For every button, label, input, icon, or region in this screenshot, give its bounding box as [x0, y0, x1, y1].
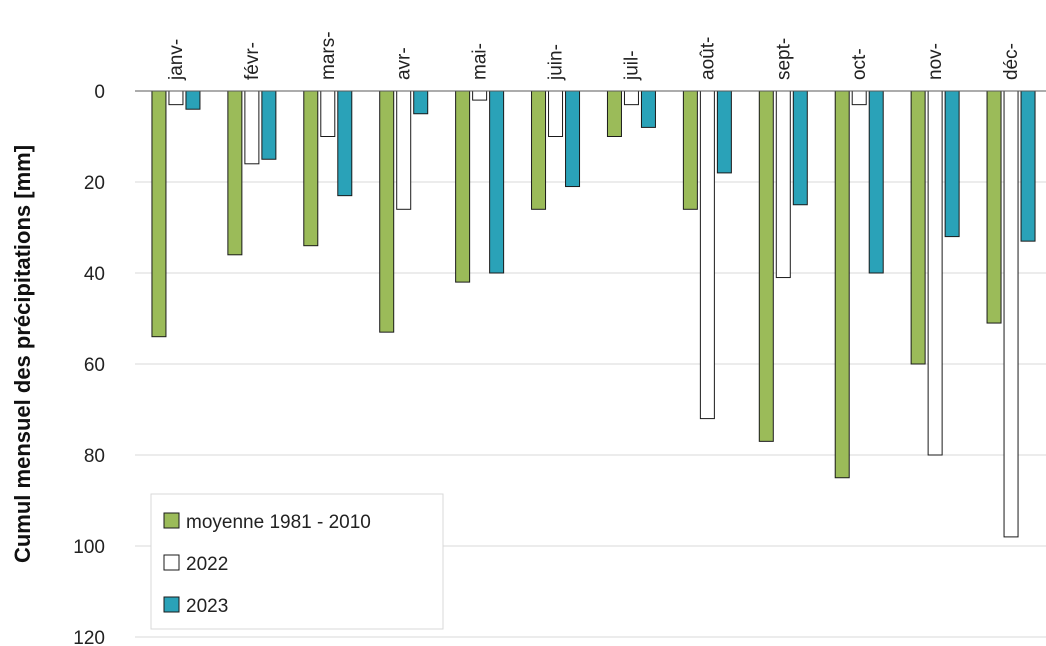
bar-2022	[168, 90, 184, 106]
bar-2022	[548, 90, 564, 137]
bar-2023	[944, 90, 960, 238]
bar-2023	[792, 90, 808, 206]
bar-2023	[337, 90, 353, 197]
bar-2023	[1020, 90, 1036, 242]
bar-moyenne-1981---2010	[455, 90, 471, 283]
y-tick-label: 60	[84, 355, 105, 376]
bar-2023	[489, 90, 505, 274]
bar-moyenne-1981---2010	[531, 90, 547, 210]
bar-2022	[927, 90, 943, 456]
bar-2023	[868, 90, 884, 274]
y-tick-label: 120	[73, 628, 105, 646]
x-category-label: janv-	[166, 39, 187, 81]
x-category-label: oct-	[849, 48, 870, 80]
bar-2022	[851, 90, 867, 106]
bar-2023	[185, 90, 201, 110]
legend-label: 2023	[186, 596, 228, 617]
bar-2022	[775, 90, 791, 279]
x-category-label: mai-	[470, 43, 491, 80]
bar-moyenne-1981---2010	[227, 90, 243, 256]
y-tick-label: 20	[84, 173, 105, 194]
legend-swatch	[163, 554, 180, 571]
y-tick-label: 40	[84, 264, 105, 285]
x-category-label: mars-	[318, 31, 339, 80]
category-labels: janv-févr-mars-avr-mai-juin-juil-août-se…	[166, 31, 1022, 81]
bar-moyenne-1981---2010	[910, 90, 926, 365]
bar-moyenne-1981---2010	[986, 90, 1002, 324]
legend-label: moyenne 1981 - 2010	[186, 512, 371, 533]
bar-2022	[623, 90, 639, 106]
bars	[151, 90, 1036, 538]
bar-moyenne-1981---2010	[151, 90, 167, 338]
x-category-label: déc-	[1001, 43, 1022, 80]
bar-2022	[699, 90, 715, 420]
x-category-label: avr-	[394, 47, 415, 80]
bar-2023	[261, 90, 277, 160]
bar-2022	[320, 90, 336, 137]
bar-2023	[640, 90, 656, 128]
legend: moyenne 1981 - 2010 2022 2023	[150, 493, 444, 630]
x-category-label: févr-	[242, 42, 263, 80]
legend-swatch	[163, 512, 180, 529]
bar-moyenne-1981---2010	[758, 90, 774, 442]
legend-box	[150, 493, 444, 630]
x-category-label: nov-	[925, 43, 946, 80]
x-category-label: juin-	[546, 44, 567, 81]
legend-swatch	[163, 596, 180, 613]
y-axis-title: Cumul mensuel des précipitations [mm]	[10, 145, 35, 563]
bar-moyenne-1981---2010	[682, 90, 698, 210]
bar-moyenne-1981---2010	[834, 90, 850, 479]
legend-label: 2022	[186, 554, 228, 575]
bar-2022	[396, 90, 412, 210]
bar-2023	[413, 90, 429, 115]
y-tick-label: 80	[84, 446, 105, 467]
bar-2023	[716, 90, 732, 174]
bar-2023	[565, 90, 581, 188]
bar-2022	[244, 90, 260, 165]
x-category-label: août-	[697, 37, 718, 80]
bar-2022	[1003, 90, 1019, 538]
y-tick-label: 100	[73, 537, 105, 558]
bar-moyenne-1981---2010	[606, 90, 622, 137]
x-category-label: juil-	[621, 50, 642, 81]
y-axis-ticks: 0 20 40 60 80 100 120	[73, 82, 105, 646]
x-category-label: sept-	[773, 38, 794, 80]
bar-moyenne-1981---2010	[303, 90, 319, 247]
bar-moyenne-1981---2010	[379, 90, 395, 333]
bar-2022	[472, 90, 488, 101]
y-tick-label: 0	[94, 82, 105, 103]
